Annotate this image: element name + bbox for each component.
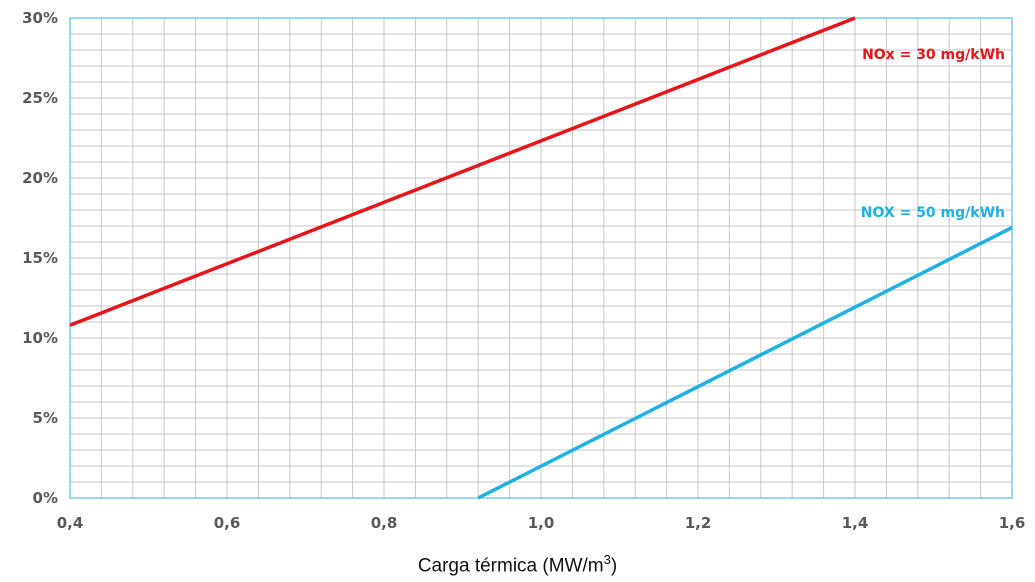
- y-tick-label: 0%: [33, 489, 58, 507]
- series-line-2: [477, 226, 1013, 500]
- y-tick-label: 20%: [22, 169, 58, 187]
- series-labels: NOx = 30 mg/kWh NOX = 50 mg/kWh: [861, 47, 1005, 221]
- chart-grid: [69, 17, 1013, 499]
- x-tick-label: 1,6: [999, 514, 1026, 532]
- x-tick-label: 1,0: [528, 514, 555, 532]
- series-lines: [69, 16, 1013, 500]
- x-tick-label: 0,6: [214, 514, 241, 532]
- x-tick-label: 1,4: [842, 514, 869, 532]
- x-axis-label-superscript: 3: [603, 552, 611, 567]
- x-axis-label: Carga térmica (MW/m3): [0, 552, 1035, 577]
- x-tick-label: 0,4: [57, 514, 84, 532]
- x-tick-labels: 0,4 0,6 0,8 1,0 1,2 1,4 1,6: [57, 514, 1026, 532]
- x-axis-label-suffix: ): [610, 555, 618, 577]
- y-tick-label: 10%: [22, 329, 58, 347]
- x-axis-label-text: Carga térmica (MW/m: [417, 555, 604, 577]
- y-tick-label: 15%: [22, 249, 58, 267]
- series-line-1: [69, 16, 856, 327]
- plot-border: [69, 17, 1013, 499]
- series-label-2: NOX = 50 mg/kWh: [861, 205, 1005, 221]
- y-tick-label: 5%: [33, 409, 58, 427]
- y-tick-label: 30%: [22, 9, 58, 27]
- y-tick-labels: 0% 5% 10% 15% 20% 25% 30%: [22, 9, 58, 507]
- x-tick-label: 0,8: [371, 514, 398, 532]
- series-label-1: NOx = 30 mg/kWh: [862, 47, 1005, 63]
- y-tick-label: 25%: [22, 89, 58, 107]
- plot-frame: [69, 17, 1013, 499]
- x-tick-label: 1,2: [685, 514, 712, 532]
